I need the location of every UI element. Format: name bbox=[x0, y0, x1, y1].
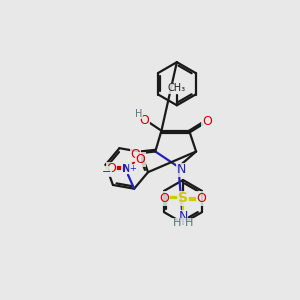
Text: N: N bbox=[178, 211, 188, 224]
Text: H: H bbox=[135, 109, 143, 119]
Text: S: S bbox=[178, 191, 188, 206]
Text: O: O bbox=[202, 115, 212, 128]
Text: H: H bbox=[185, 218, 194, 228]
Text: H: H bbox=[173, 218, 181, 228]
Text: N: N bbox=[177, 164, 186, 176]
Text: O: O bbox=[140, 114, 149, 127]
Text: N: N bbox=[122, 164, 131, 174]
Text: O: O bbox=[160, 192, 170, 205]
Text: CH₃: CH₃ bbox=[168, 83, 186, 93]
Text: O: O bbox=[196, 192, 206, 205]
Text: −: − bbox=[102, 167, 111, 177]
Text: O: O bbox=[135, 153, 145, 166]
Text: +: + bbox=[129, 164, 136, 173]
Text: O: O bbox=[106, 162, 116, 175]
Text: O: O bbox=[130, 148, 140, 161]
